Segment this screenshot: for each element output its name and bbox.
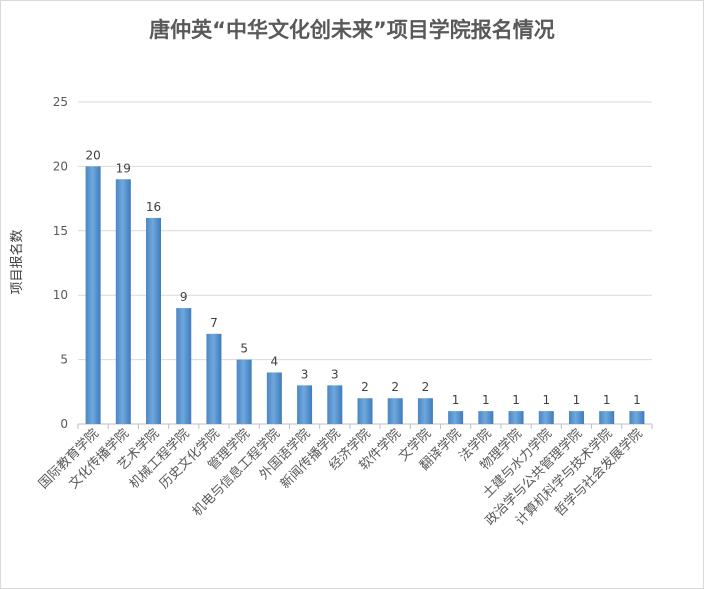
bar xyxy=(508,411,524,424)
data-label: 4 xyxy=(271,354,279,368)
y-tick-label: 20 xyxy=(53,159,68,173)
data-label: 9 xyxy=(180,290,188,304)
data-label: 1 xyxy=(573,393,581,407)
bar xyxy=(297,385,313,424)
data-label: 3 xyxy=(331,367,339,381)
y-tick-label: 25 xyxy=(53,95,68,109)
bar xyxy=(115,179,131,424)
bar xyxy=(417,398,433,424)
data-label: 2 xyxy=(361,380,369,394)
data-label: 1 xyxy=(482,393,490,407)
bar xyxy=(387,398,403,424)
bar xyxy=(176,308,192,424)
data-label: 1 xyxy=(512,393,520,407)
data-label: 1 xyxy=(603,393,611,407)
data-label: 1 xyxy=(633,393,641,407)
data-label: 2 xyxy=(422,380,430,394)
bar xyxy=(266,372,282,424)
data-label: 1 xyxy=(542,393,550,407)
data-label: 5 xyxy=(240,342,248,356)
data-label: 2 xyxy=(391,380,399,394)
bar xyxy=(206,333,222,424)
bar xyxy=(146,217,162,424)
bar xyxy=(448,411,464,424)
bar xyxy=(538,411,554,424)
y-tick-label: 15 xyxy=(53,224,68,238)
chart-title: 唐仲英“中华文化创未来”项目学院报名情况 xyxy=(149,18,555,42)
bar xyxy=(478,411,494,424)
bar xyxy=(629,411,645,424)
bar xyxy=(327,385,343,424)
data-label: 19 xyxy=(116,161,131,175)
data-label: 1 xyxy=(452,393,460,407)
bar xyxy=(357,398,373,424)
y-tick-label: 0 xyxy=(60,417,68,431)
bar xyxy=(599,411,615,424)
y-axis-label: 项目报名数 xyxy=(9,229,25,294)
y-tick-label: 5 xyxy=(60,353,68,367)
bar xyxy=(85,166,101,424)
data-label: 16 xyxy=(146,200,161,214)
data-label: 20 xyxy=(85,148,100,162)
data-label: 3 xyxy=(301,367,309,381)
bar xyxy=(236,359,252,424)
bar xyxy=(568,411,584,424)
data-label: 7 xyxy=(210,316,218,330)
y-tick-label: 10 xyxy=(53,288,68,302)
